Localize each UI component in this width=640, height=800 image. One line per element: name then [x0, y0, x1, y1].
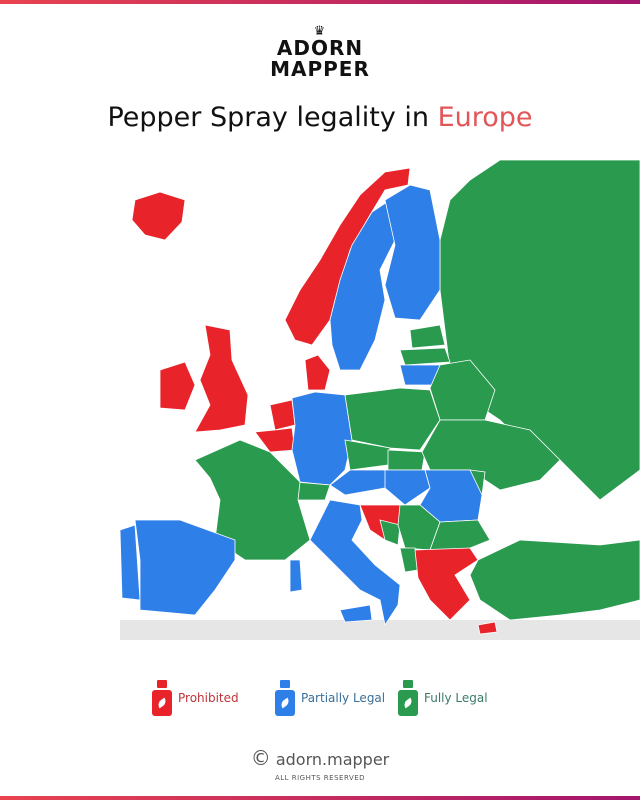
country-germany	[291, 391, 353, 486]
crown-icon: ♛	[313, 24, 327, 39]
country-cyprus	[477, 621, 498, 635]
country-norway	[284, 167, 411, 346]
pepper-spray-icon	[398, 680, 418, 716]
country-latvia	[399, 347, 451, 366]
country-france	[194, 439, 311, 561]
country-ireland	[159, 361, 196, 411]
legend-item-partially-legal: Partially Legal	[275, 680, 385, 716]
country-iceland	[131, 191, 186, 241]
country-italy	[289, 559, 303, 593]
country-netherlands	[269, 399, 296, 431]
logo-line1: ADORN	[276, 36, 364, 60]
country-united-kingdom	[194, 324, 249, 433]
top-border	[0, 0, 640, 4]
country-italy	[339, 604, 373, 623]
pepper-spray-icon	[275, 680, 295, 716]
europe-map	[119, 159, 640, 640]
title-highlight: Europe	[437, 102, 533, 133]
title-prefix: Pepper Spray legality in	[107, 102, 438, 133]
country-bulgaria	[429, 519, 491, 553]
legend-label: Prohibited	[178, 691, 239, 705]
legend-label: Partially Legal	[301, 691, 386, 705]
legend-item-prohibited: Prohibited	[152, 680, 239, 716]
country-greece	[414, 547, 479, 621]
country-ukraine	[421, 419, 561, 491]
country-poland	[344, 387, 441, 451]
africa-land	[120, 620, 640, 640]
bottom-border	[0, 796, 640, 800]
country-finland	[384, 184, 441, 321]
legend-label: Fully Legal	[424, 691, 488, 705]
logo: ♛ ADORN MAPPER	[0, 24, 640, 81]
country-sweden	[329, 199, 396, 371]
country-switzerland	[294, 481, 331, 501]
pepper-spray-icon	[152, 680, 172, 716]
country-denmark	[304, 354, 331, 391]
footer: © adorn.mapper ALL RIGHTS RESERVED	[0, 746, 640, 782]
copyright-icon: ©	[250, 746, 271, 770]
country-estonia	[409, 324, 446, 349]
page-title: Pepper Spray legality in Europe	[0, 102, 640, 133]
country-spain	[134, 519, 236, 616]
legend-item-fully-legal: Fully Legal	[398, 680, 488, 716]
country-turkey	[469, 539, 640, 621]
country-bosnia	[379, 519, 401, 546]
rights-text: ALL RIGHTS RESERVED	[274, 774, 366, 782]
country-slovakia	[387, 449, 426, 471]
social-handle: adorn.mapper	[275, 750, 390, 769]
logo-line2: MAPPER	[270, 57, 370, 81]
